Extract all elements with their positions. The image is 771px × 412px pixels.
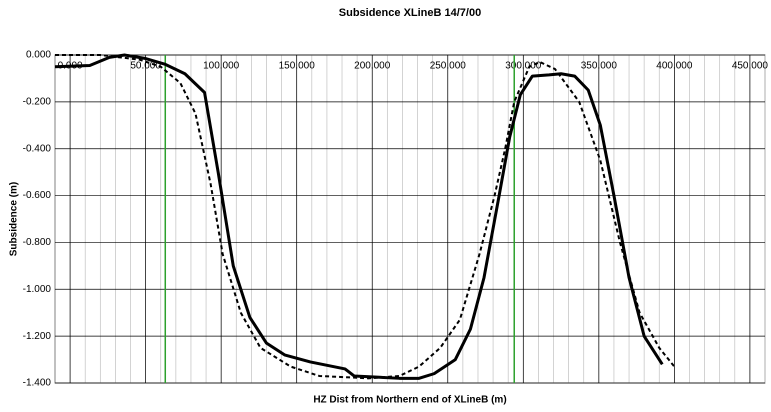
x-tick-label: 50.000 bbox=[130, 61, 161, 72]
x-tick-label: 350.000 bbox=[581, 61, 618, 72]
y-tick-label: 0.000 bbox=[26, 50, 51, 61]
x-axis-label: HZ Dist from Northern end of XLineB (m) bbox=[313, 395, 506, 406]
y-axis-label: Subsidence (m) bbox=[9, 182, 20, 256]
x-tick-label: 450.000 bbox=[732, 61, 769, 72]
series-line bbox=[55, 54, 676, 380]
y-tick-label: -0.200 bbox=[23, 96, 52, 107]
x-tick-label: 250.000 bbox=[430, 61, 467, 72]
y-tick-label: -0.600 bbox=[23, 190, 52, 201]
y-tick-label: -1.400 bbox=[23, 378, 52, 389]
plot-area bbox=[54, 54, 766, 384]
x-tick-label: 200.000 bbox=[354, 61, 391, 72]
x-tick-label: 400.000 bbox=[656, 61, 693, 72]
y-tick-label: -1.000 bbox=[23, 284, 52, 295]
x-tick-label: 300.000 bbox=[505, 61, 542, 72]
chart-title: Subsidence XLineB 14/7/00 bbox=[339, 7, 481, 19]
x-tick-label: 150.000 bbox=[279, 61, 316, 72]
y-tick-label: -1.200 bbox=[23, 331, 52, 342]
y-tick-label: -0.400 bbox=[23, 143, 52, 154]
series-line bbox=[54, 53, 664, 380]
y-tick-label: -0.800 bbox=[23, 237, 52, 248]
x-tick-label: 100.000 bbox=[203, 61, 240, 72]
